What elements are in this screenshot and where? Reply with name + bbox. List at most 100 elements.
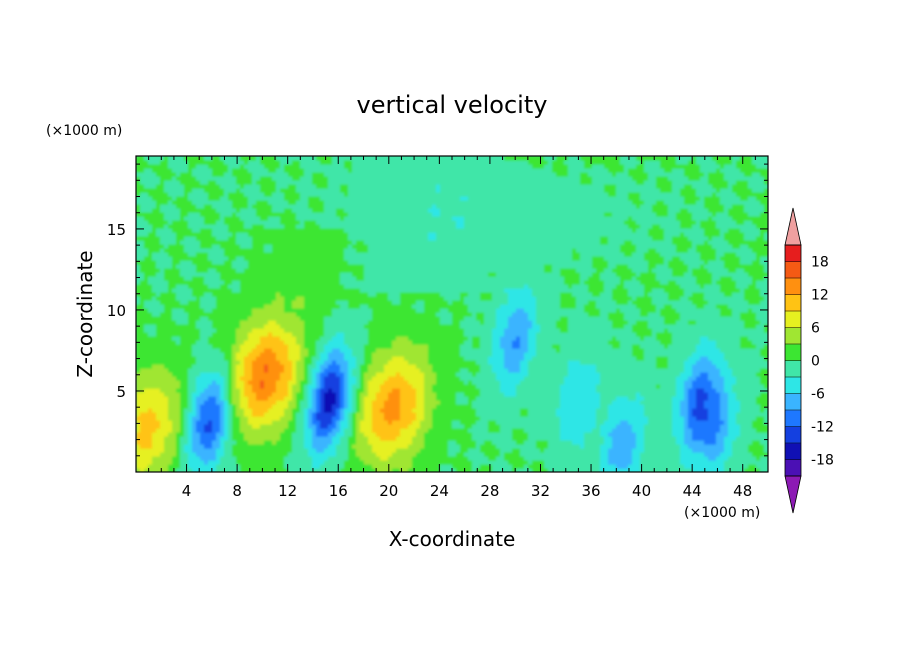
field-cell [372, 376, 389, 381]
field-cell [632, 268, 649, 273]
field-cell [756, 464, 768, 469]
field-cell [528, 328, 541, 333]
field-cell [224, 400, 229, 405]
field-cell [172, 308, 185, 313]
field-cell [248, 396, 257, 401]
field-cell [244, 184, 261, 189]
field-cell [188, 412, 197, 417]
field-cell [148, 276, 165, 281]
field-cell [692, 272, 713, 277]
field-cell [616, 336, 641, 341]
field-cell [140, 444, 153, 449]
field-cell [228, 256, 237, 261]
field-cell [276, 356, 289, 361]
field-cell [192, 448, 217, 453]
field-cell [352, 384, 361, 389]
field-cell [764, 176, 768, 181]
field-cell [672, 236, 689, 241]
field-cell [760, 468, 768, 472]
field-cell [352, 164, 533, 169]
field-cell [220, 272, 341, 277]
field-cell [388, 360, 409, 365]
field-cell [208, 164, 229, 169]
field-cell [744, 204, 765, 209]
field-cell [656, 308, 661, 313]
field-cell [216, 452, 225, 457]
field-cell [288, 404, 297, 409]
field-cell [724, 388, 733, 393]
field-cell [264, 368, 269, 373]
field-cell [544, 460, 601, 465]
field-cell [156, 172, 177, 177]
field-cell [684, 436, 693, 441]
field-cell [272, 420, 289, 425]
field-cell [344, 400, 349, 405]
field-cell [640, 456, 681, 461]
field-cell [760, 392, 768, 397]
field-cell [180, 396, 189, 401]
field-cell [316, 404, 321, 409]
field-cell [584, 444, 601, 449]
field-cell [188, 376, 197, 381]
field-cell [616, 424, 633, 429]
field-cell [352, 168, 553, 173]
field-cell [640, 160, 645, 165]
field-cell [296, 428, 305, 433]
field-cell [200, 412, 221, 417]
field-cell [364, 400, 373, 405]
field-cell [176, 264, 197, 269]
field-cell [724, 436, 737, 441]
field-cell [600, 312, 609, 317]
field-cell [268, 216, 281, 221]
field-cell [728, 412, 737, 417]
field-cell [744, 268, 765, 273]
field-cell [636, 228, 649, 233]
field-cell [192, 276, 205, 281]
field-cell [224, 216, 241, 221]
field-cell [292, 360, 297, 365]
field-cell [312, 392, 317, 397]
field-cell [352, 424, 357, 429]
field-cell [504, 356, 525, 361]
field-cell [600, 396, 617, 401]
field-cell [168, 220, 173, 225]
field-cell [476, 420, 489, 425]
field-cell [612, 400, 641, 405]
y-unit-label: (×1000 m) [46, 123, 122, 139]
field-cell [268, 332, 273, 337]
field-cell [244, 224, 253, 229]
field-cell [248, 232, 349, 237]
field-cell [324, 400, 337, 405]
field-cell [340, 396, 345, 401]
field-cell [332, 408, 337, 413]
field-cell [136, 288, 153, 293]
field-cell [144, 300, 161, 305]
field-cell [464, 216, 629, 221]
field-cell [396, 372, 401, 377]
colorbar-bin [785, 377, 801, 394]
field-cell [500, 336, 517, 341]
field-cell [184, 188, 193, 193]
field-cell [344, 340, 369, 345]
field-cell [688, 420, 725, 425]
field-cell [708, 268, 729, 273]
field-cell [464, 356, 489, 361]
field-cell [620, 340, 661, 345]
field-cell [284, 168, 305, 173]
field-cell [640, 468, 693, 472]
field-cell [312, 368, 321, 373]
field-cell [568, 156, 581, 161]
field-cell [344, 252, 573, 257]
field-cell [352, 240, 357, 245]
field-cell [668, 296, 681, 301]
field-cell [260, 340, 285, 345]
field-cell [556, 412, 597, 417]
field-cell [512, 312, 529, 317]
field-cell [748, 244, 768, 249]
field-cell [356, 432, 365, 437]
field-cell [244, 220, 281, 225]
field-cell [604, 288, 613, 293]
field-cell [756, 372, 768, 377]
field-cell [732, 276, 753, 281]
field-cell [668, 364, 685, 369]
